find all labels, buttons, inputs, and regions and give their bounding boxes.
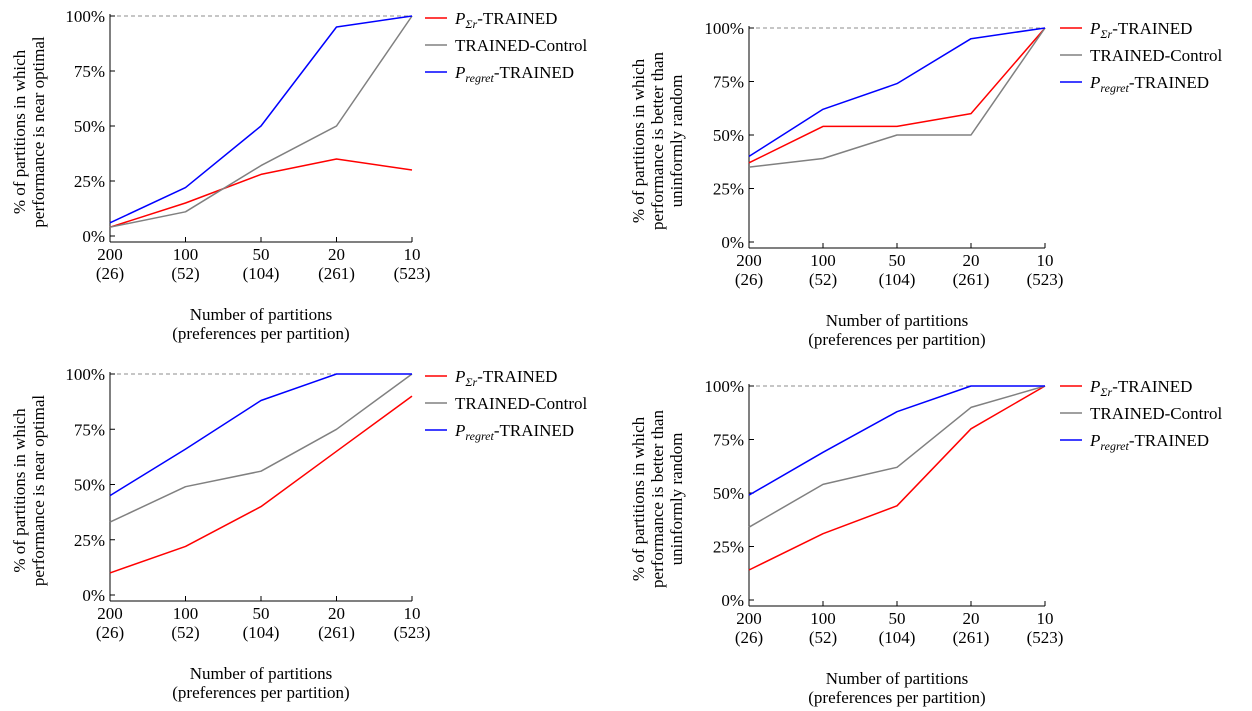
chart-panel-bottom-right: 0% 25% 50% 75% 100% 200 (26) 100 (52) 50 (104) 20 (2… [626,355,1252,710]
y-tick-label: 50% [74,117,105,136]
chart-panel-bottom-left: 0% 25% 50% 75% 100% 200 (26) 100 (52) 50 (104) 20 (2… [0,355,626,710]
y-tick-label: 75% [74,62,105,81]
y-tick-label: 50% [713,126,744,145]
x-tick-label: 100 (52) [809,609,837,647]
y-tick-label: 75% [713,73,744,92]
series-line-p-regret-trained [109,15,413,224]
y-tick-label: 75% [74,420,105,439]
y-tick-label: 100% [704,377,744,396]
x-tick-label: 20 (261) [953,251,990,289]
x-tick-label: 20 (261) [953,609,990,647]
chart-better-than-random-top: 0% 25% 50% 75% 100% 200 (26) 100 (52) 50 (104) 20 (2… [629,19,1222,349]
y-axis-label: % of partitions in whichperformance is b… [629,52,686,230]
y-tick-label: 100% [704,19,744,38]
y-tick-label: 25% [74,172,105,191]
x-axis-label: Number of partitions (preferences per par… [172,664,349,702]
x-tick-label: 200 (26) [96,604,124,642]
series-line-trained-control [109,15,413,228]
chart-near-optimal-bottom: 0% 25% 50% 75% 100% 200 (26) 100 (52) 50 (104) 20 (2… [10,365,587,702]
y-tick-label: 25% [713,180,744,199]
series-line-p-sigma-r-trained [109,395,413,574]
x-tick-label: 10 (523) [1027,251,1064,289]
x-axis-label: Number of partitions (preferences per par… [172,305,349,343]
x-tick-label: 100 (52) [171,604,199,642]
x-tick-label: 200 (26) [735,251,763,289]
series-line-p-regret-trained [748,385,1045,496]
legend-entry: PΣr-TRAINED [1089,377,1192,399]
y-tick-label: 100% [65,365,105,384]
x-axis-label: Number of partitions (preferences per par… [808,669,985,707]
y-tick-label: 0% [721,233,744,252]
series-line-p-sigma-r-trained [748,385,1046,571]
legend-entry: Pregret-TRAINED [454,421,574,443]
y-tick-label: 0% [82,227,105,246]
y-tick-label: 0% [82,586,105,605]
series-line-p-sigma-r-trained [109,158,413,228]
y-axis-label: % of partitions in whichperformance is n… [10,395,48,586]
y-tick-label: 75% [713,431,744,450]
x-tick-label: 10 (523) [394,604,431,642]
legend-entry: TRAINED-Control [455,36,587,55]
x-tick-label: 100 (52) [171,245,199,283]
y-tick-label: 50% [74,476,105,495]
chart-panel-top-left: 0% 25% 50% 75% 100% 200 (26) 100 (52) 50 (104) 20 (2… [0,0,626,355]
x-tick-label: 20 (261) [318,245,355,283]
x-tick-label: 50 (104) [243,245,280,283]
x-tick-label: 50 (104) [243,604,280,642]
legend-entry: PΣr-TRAINED [454,367,557,389]
series-line-p-regret-trained [109,373,412,497]
y-tick-label: 25% [74,531,105,550]
series-line-p-sigma-r-trained [748,27,1046,164]
y-tick-label: 0% [721,591,744,610]
y-tick-label: 50% [713,484,744,503]
x-tick-label: 50 (104) [879,609,916,647]
legend-entry: PΣr-TRAINED [454,9,557,31]
y-axis-label: % of partitions in whichperformance is b… [629,410,686,588]
y-tick-label: 100% [65,7,105,26]
legend-entry: TRAINED-Control [1090,46,1222,65]
x-tick-label: 10 (523) [1027,609,1064,647]
legend-entry: Pregret-TRAINED [1089,73,1209,95]
legend-entry: TRAINED-Control [455,394,587,413]
x-tick-label: 100 (52) [809,251,837,289]
y-tick-label: 25% [713,538,744,557]
legend-entry: PΣr-TRAINED [1089,19,1192,41]
x-tick-label: 20 (261) [318,604,355,642]
chart-near-optimal-top: 0% 25% 50% 75% 100% 200 (26) 100 (52) 50 (104) 20 (2… [10,7,587,343]
chart-panel-top-right: 0% 25% 50% 75% 100% 200 (26) 100 (52) 50 (104) 20 (2… [626,0,1252,355]
x-tick-label: 200 (26) [735,609,763,647]
chart-better-than-random-bottom: 0% 25% 50% 75% 100% 200 (26) 100 (52) 50 (104) 20 (2… [629,377,1222,707]
series-line-trained-control [109,373,413,523]
x-tick-label: 200 (26) [96,245,124,283]
x-axis-label: Number of partitions (preferences per par… [808,311,985,349]
y-axis-label: % of partitions in whichperformance is n… [10,36,48,227]
series-line-p-regret-trained [748,27,1046,158]
x-tick-label: 50 (104) [879,251,916,289]
legend-entry: Pregret-TRAINED [1089,431,1209,453]
series-line-trained-control [748,385,1046,528]
series-line-trained-control [748,27,1046,168]
legend-entry: TRAINED-Control [1090,404,1222,423]
legend-entry: Pregret-TRAINED [454,63,574,85]
x-tick-label: 10 (523) [394,245,431,283]
